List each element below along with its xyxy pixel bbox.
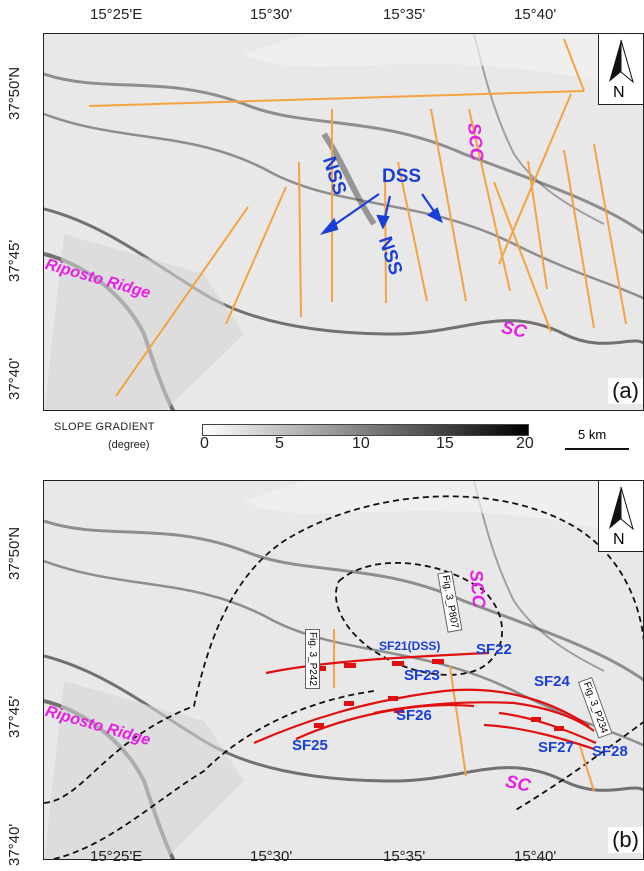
lon-tick-bottom-2: 15°30' xyxy=(250,848,293,865)
seismic-profile-lines-b xyxy=(333,629,595,792)
legend-unit: (degree) xyxy=(108,439,150,451)
legend-tick-0: 0 xyxy=(200,435,209,452)
label-sf24: SF24 xyxy=(534,673,570,690)
north-arrow-a: N xyxy=(598,34,643,105)
lat-tick-a-3: 37°40' xyxy=(6,357,23,400)
legend-tick-15: 15 xyxy=(436,435,454,452)
fault-markers xyxy=(314,659,564,731)
profile-label-p242: Fig. 3_P242 xyxy=(305,629,320,689)
lon-tick-bottom-1: 15°25'E xyxy=(90,848,143,865)
slope-map-a xyxy=(44,34,643,410)
label-sf26: SF26 xyxy=(396,707,432,724)
scale-bar xyxy=(565,448,629,450)
panel-letter-a: (a) xyxy=(608,378,643,404)
lat-tick-b-3: 37°40' xyxy=(6,823,23,866)
map-panel-b: SCC Riposto Ridge SC Fig. 3_P242 Fig. 3_… xyxy=(43,480,644,860)
slope-legend: SLOPE GRADIENT (degree) 0 5 10 15 20 5 k… xyxy=(0,415,644,477)
dashed-boundaries xyxy=(44,495,643,859)
lon-tick-bottom-4: 15°40' xyxy=(514,848,557,865)
legend-tick-10: 10 xyxy=(352,435,370,452)
lon-tick-bottom-3: 15°35' xyxy=(383,848,426,865)
lat-tick-a-1: 37°50'N xyxy=(6,66,23,120)
legend-tick-20: 20 xyxy=(516,435,534,452)
label-scc-b: SCC xyxy=(466,569,490,609)
label-dss-a: DSS xyxy=(382,166,422,187)
lat-tick-b-1: 37°50'N xyxy=(6,526,23,580)
label-sf28: SF28 xyxy=(592,743,628,760)
north-label-b: N xyxy=(613,531,625,548)
map-panel-a: SCC NSS DSS NSS Riposto Ridge SC N (a) xyxy=(43,33,644,411)
seismic-profile-lines-a xyxy=(88,38,627,397)
lon-tick-top-3: 15°35' xyxy=(383,6,426,23)
label-sf23: SF23 xyxy=(404,667,440,684)
north-label-a: N xyxy=(613,84,625,101)
lon-tick-top-2: 15°30' xyxy=(250,6,293,23)
lon-tick-top-4: 15°40' xyxy=(514,6,557,23)
label-sf27: SF27 xyxy=(538,739,574,756)
dss-arrows xyxy=(319,193,443,236)
north-arrow-icon xyxy=(609,39,634,84)
label-scc-a: SCC xyxy=(464,122,488,162)
north-arrow-icon xyxy=(609,486,634,531)
label-sf21: SF21(DSS) xyxy=(379,639,441,653)
label-sf22: SF22 xyxy=(476,641,512,658)
slope-colorbar xyxy=(202,424,529,436)
fault-traces xyxy=(253,651,597,751)
label-sf25: SF25 xyxy=(292,737,328,754)
lon-tick-top-1: 15°25'E xyxy=(90,6,143,23)
scale-bar-label: 5 km xyxy=(578,427,607,442)
panel-letter-b: (b) xyxy=(608,827,643,853)
slope-map-b xyxy=(44,481,643,859)
lat-tick-b-2: 37°45' xyxy=(6,695,23,738)
legend-tick-5: 5 xyxy=(275,435,284,452)
legend-title: SLOPE GRADIENT xyxy=(54,421,155,433)
lat-tick-a-2: 37°45' xyxy=(6,239,23,282)
north-arrow-b: N xyxy=(598,481,643,552)
